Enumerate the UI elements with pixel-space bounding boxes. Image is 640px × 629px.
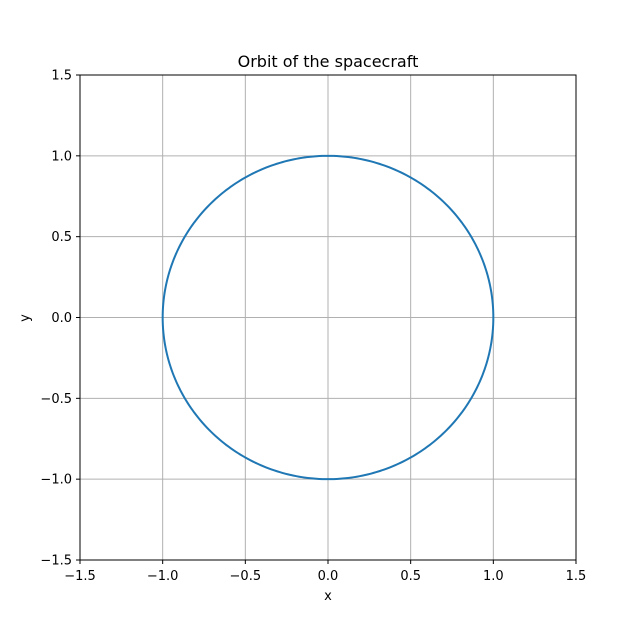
y-axis-label: y <box>18 314 33 322</box>
x-tick-label: −1.0 <box>147 569 179 584</box>
series-layer <box>161 154 495 481</box>
x-tick-label: 1.0 <box>483 569 504 584</box>
orbit-line <box>161 154 495 481</box>
y-tick-label: −0.5 <box>40 392 72 407</box>
x-tick-label: −0.5 <box>230 569 262 584</box>
axis-ticks: −1.5 −1.0 −0.5 0.0 0.5 1.0 1.5 −1.5 −1.0 −0.5 0.0 0… <box>40 69 586 585</box>
x-axis-label: x <box>324 589 332 604</box>
y-tick-label: 1.5 <box>51 69 72 84</box>
x-tick-label: 0.5 <box>400 569 421 584</box>
x-tick-label: 0.0 <box>318 569 339 584</box>
x-tick-label: 1.5 <box>566 569 587 584</box>
y-tick-label: −1.5 <box>40 554 72 569</box>
x-tick-label: −1.5 <box>64 569 96 584</box>
chart-title: Orbit of the spacecraft <box>238 52 419 71</box>
y-tick-label: 0.0 <box>51 311 72 326</box>
y-tick-label: −1.0 <box>40 473 72 488</box>
y-tick-label: 0.5 <box>51 230 72 245</box>
y-tick-label: 1.0 <box>51 149 72 164</box>
